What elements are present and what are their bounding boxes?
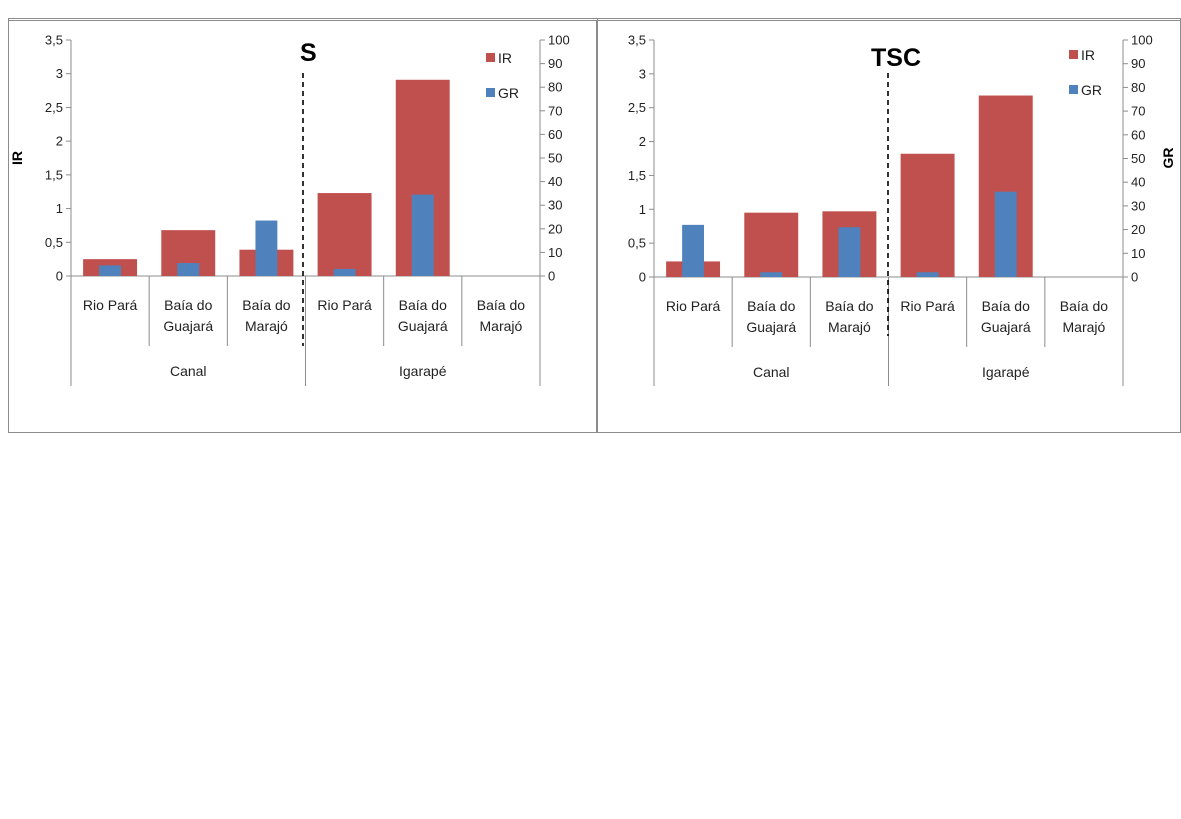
category-label: Rio Pará — [83, 297, 138, 313]
y2-tick-label: 10 — [1131, 246, 1145, 261]
y-tick-label: 0 — [639, 270, 646, 285]
bar-gr — [333, 268, 356, 276]
group-label: Igarapé — [982, 364, 1030, 380]
legend-label: GR — [1081, 82, 1102, 98]
y2-tick-label: 20 — [548, 221, 562, 236]
bar-gr — [760, 272, 783, 277]
y2-tick-label: 60 — [548, 127, 562, 142]
y-axis-label: IR — [9, 151, 25, 165]
bar-ir — [744, 212, 799, 277]
y-tick-label: 3 — [639, 66, 646, 81]
legend-label: GR — [498, 85, 519, 101]
group-label: Canal — [170, 363, 207, 379]
y2-tick-label: 80 — [548, 80, 562, 95]
y-tick-label: 1 — [56, 201, 63, 216]
y2-tick-label: 70 — [548, 103, 562, 118]
y2-tick-label: 100 — [1131, 33, 1153, 48]
y-tick-label: 2,5 — [45, 100, 63, 115]
bar-gr — [994, 191, 1017, 277]
y2-tick-label: 50 — [548, 151, 562, 166]
legend-label: IR — [498, 50, 512, 66]
y2-tick-label: 70 — [1131, 104, 1145, 119]
bar-gr — [682, 224, 705, 277]
y-tick-label: 1 — [639, 202, 646, 217]
y2-tick-label: 40 — [1131, 175, 1145, 190]
chart-title: TSC — [871, 44, 921, 72]
group-label: Igarapé — [399, 363, 447, 379]
chart-svg: 0 0,5 1 1,5 2 2,5 3 3,5 0 10 20 30 40 50 60 70 80 90 100 Ri… — [8, 20, 597, 433]
bar-gr — [411, 194, 434, 276]
y-tick-label: 1,5 — [628, 168, 646, 183]
y-tick-label: 3,5 — [45, 33, 63, 48]
category-label: Rio Pará — [900, 298, 955, 314]
bar-gr — [99, 265, 122, 276]
category-label: Rio Pará — [666, 298, 721, 314]
y-tick-label: 3,5 — [628, 33, 646, 48]
y-tick-label: 2,5 — [628, 100, 646, 115]
legend-swatch — [1069, 50, 1078, 59]
bar-gr — [838, 227, 861, 277]
group-label: Canal — [753, 364, 790, 380]
bar-gr — [916, 272, 939, 277]
y2-tick-label: 0 — [1131, 270, 1138, 285]
bar-gr — [177, 263, 200, 276]
y2-axis-label: GR — [1160, 148, 1176, 169]
y-tick-label: 0,5 — [628, 236, 646, 251]
y2-tick-label: 20 — [1131, 222, 1145, 237]
y2-tick-label: 40 — [548, 174, 562, 189]
chart-panel-s: 0 0,5 1 1,5 2 2,5 3 3,5 0 10 20 30 40 50 60 70 80 90 100 Ri… — [8, 20, 597, 433]
y2-tick-label: 100 — [548, 33, 570, 48]
y-tick-label: 0 — [56, 269, 63, 284]
y-tick-label: 3 — [56, 66, 63, 81]
chart-panel-tsc: 0 0,5 1 1,5 2 2,5 3 3,5 0 10 20 30 40 50 60 70 80 90 100 Ri… — [597, 20, 1181, 433]
y-tick-label: 2 — [56, 134, 63, 149]
y2-tick-label: 60 — [1131, 127, 1145, 142]
legend-swatch — [486, 53, 495, 62]
legend-swatch — [486, 88, 495, 97]
y2-tick-label: 50 — [1131, 151, 1145, 166]
y2-tick-label: 30 — [548, 198, 562, 213]
y2-tick-label: 10 — [548, 245, 562, 260]
chart-svg: 0 0,5 1 1,5 2 2,5 3 3,5 0 10 20 30 40 50 60 70 80 90 100 Ri… — [597, 20, 1181, 433]
bar-gr — [255, 220, 278, 276]
y2-tick-label: 0 — [548, 269, 555, 284]
chart-title: S — [300, 39, 317, 67]
y2-tick-label: 80 — [1131, 80, 1145, 95]
y-tick-label: 0,5 — [45, 235, 63, 250]
legend-swatch — [1069, 85, 1078, 94]
y-tick-label: 1,5 — [45, 167, 63, 182]
bar-ir — [317, 193, 372, 276]
y2-tick-label: 90 — [1131, 56, 1145, 71]
y2-tick-label: 90 — [548, 56, 562, 71]
y2-tick-label: 30 — [1131, 198, 1145, 213]
category-label: Rio Pará — [317, 297, 372, 313]
y-tick-label: 2 — [639, 134, 646, 149]
legend-label: IR — [1081, 47, 1095, 63]
bar-ir — [900, 153, 955, 277]
